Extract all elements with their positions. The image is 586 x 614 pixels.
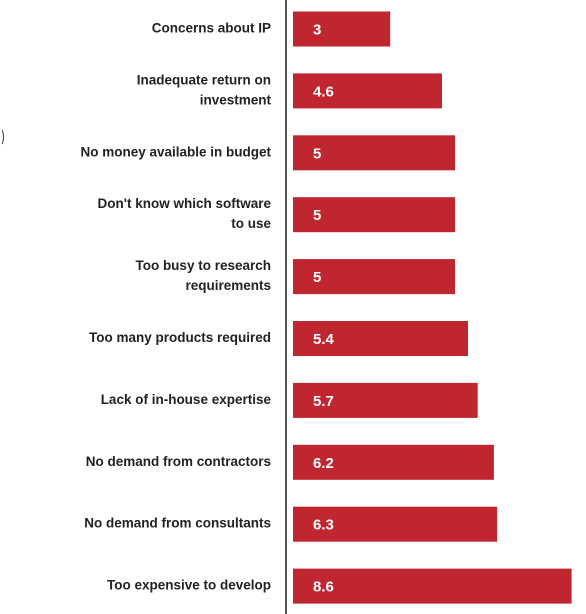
bar-value-label: 6.2 (313, 455, 334, 472)
bar (293, 259, 455, 295)
bar (293, 73, 442, 109)
bar (293, 321, 468, 356)
category-label: Concerns about IP (152, 21, 271, 36)
bars-group: 3 4.6 5 5 5 5.4 5.7 6.2 6.3 8.6 (293, 11, 572, 604)
category-label: Too busy to research (135, 258, 271, 273)
bar (293, 382, 478, 418)
bar-value-label: 5.7 (313, 393, 334, 410)
category-label: requirements (185, 278, 271, 293)
bar (293, 11, 391, 47)
bar (293, 444, 494, 480)
category-label: investment (200, 92, 272, 107)
bar-value-label: 4.6 (313, 83, 334, 100)
bar-value-label: 5 (313, 145, 321, 162)
bar (293, 506, 498, 542)
category-label: Too many products required (89, 330, 271, 345)
edge-mark (0, 128, 4, 146)
bar (293, 197, 455, 233)
bar-value-label: 3 (313, 22, 321, 39)
category-label: Inadequate return on (137, 72, 271, 87)
bar-value-label: 5.4 (313, 331, 335, 348)
category-label: No demand from contractors (86, 454, 271, 469)
category-label: No demand from consultants (84, 516, 271, 531)
category-label: No money available in budget (80, 144, 271, 159)
category-labels-group: Concerns about IP Inadequate return on inv… (80, 21, 271, 593)
category-label: Don't know which software (98, 196, 272, 211)
bar (293, 568, 572, 604)
category-label: to use (231, 216, 271, 231)
bar-value-label: 5 (313, 207, 321, 224)
category-label: Lack of in-house expertise (101, 392, 272, 407)
bar-value-label: 8.6 (313, 579, 334, 596)
bar (293, 135, 455, 171)
bar-value-label: 6.3 (313, 517, 334, 534)
category-label: Too expensive to develop (107, 578, 271, 593)
bar-value-label: 5 (313, 269, 321, 286)
